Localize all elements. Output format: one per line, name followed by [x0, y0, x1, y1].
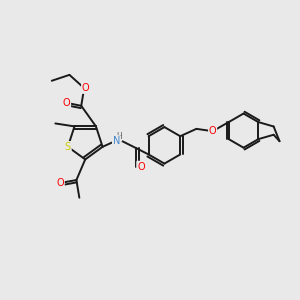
Text: O: O [209, 126, 216, 136]
Text: O: O [63, 98, 70, 108]
Text: S: S [65, 142, 71, 152]
Text: O: O [82, 83, 89, 93]
Text: N: N [113, 136, 120, 146]
Text: O: O [56, 178, 64, 188]
Text: O: O [137, 161, 145, 172]
Text: H: H [116, 132, 122, 141]
